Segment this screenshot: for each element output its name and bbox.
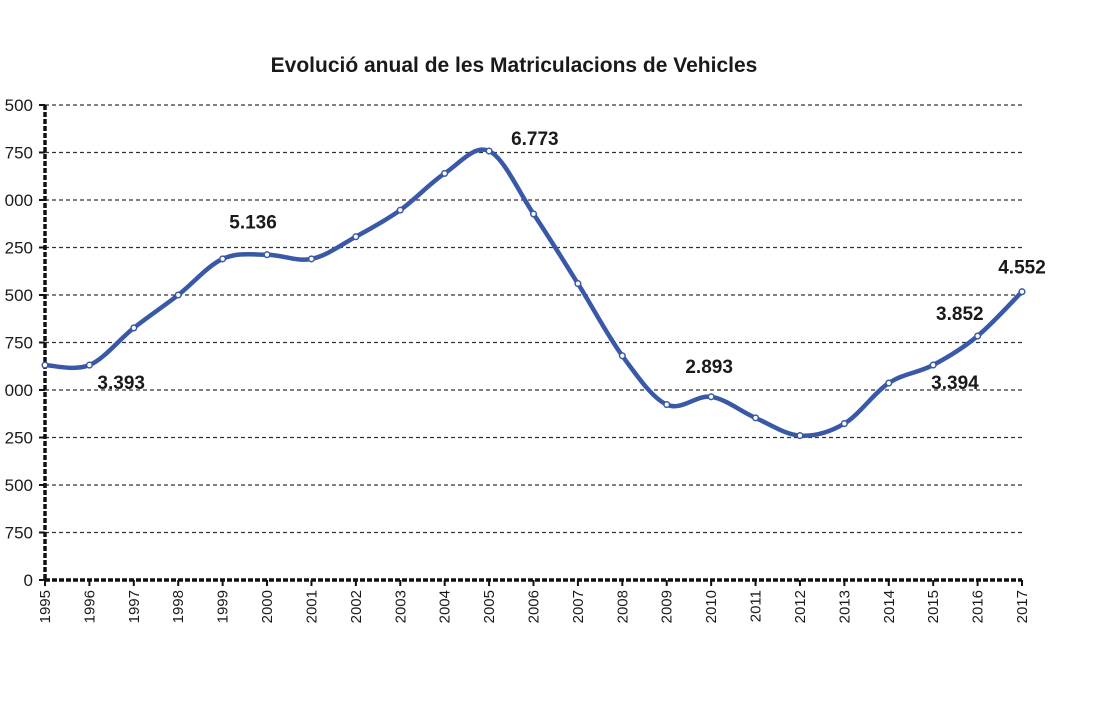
x-tick-label: 2010 — [703, 590, 720, 623]
data-point — [174, 291, 182, 299]
data-point — [840, 420, 848, 428]
x-tick-label: 2015 — [925, 590, 942, 623]
x-tick-labels: 1995 1996 1997 1998 1999 2000 2001 2002 2003 2004… — [37, 590, 1031, 623]
y-tick-label: 500 — [5, 476, 33, 495]
data-point — [707, 393, 715, 401]
x-tick-label: 2006 — [526, 590, 543, 623]
data-point — [352, 233, 360, 241]
data-point — [796, 432, 804, 440]
x-tick-label: 1995 — [37, 590, 54, 623]
y-tick-labels: 0 750 500 250 000 750 500 250 000 750 500 — [5, 96, 33, 590]
data-point — [263, 251, 271, 259]
y-tick-label: 000 — [5, 381, 33, 400]
series-line — [42, 147, 1025, 438]
x-tick-label: 2000 — [259, 590, 276, 623]
x-tick-label: 2002 — [348, 590, 365, 623]
data-point — [485, 147, 493, 155]
data-label: 3.852 — [936, 304, 984, 325]
data-point — [574, 280, 582, 288]
x-tick-label: 2005 — [481, 590, 498, 623]
y-tick-label: 0 — [24, 571, 33, 590]
data-point — [219, 255, 227, 263]
data-point — [130, 324, 138, 332]
chart-title: Evolució anual de les Matriculacions de … — [271, 54, 758, 77]
y-tick-label: 000 — [5, 191, 33, 210]
axes — [39, 104, 1023, 586]
x-tick-label: 2016 — [970, 590, 987, 623]
data-label: 3.393 — [97, 373, 145, 394]
y-tick-label: 500 — [5, 286, 33, 305]
x-tick-label: 2004 — [437, 590, 454, 623]
data-point — [85, 361, 93, 369]
data-point — [529, 210, 538, 218]
data-point — [751, 414, 760, 422]
x-tick-label: 2009 — [659, 590, 676, 623]
data-label: 2.893 — [685, 357, 733, 378]
data-point — [41, 361, 49, 369]
x-tick-label: 1997 — [126, 590, 143, 623]
x-tick-label: 1999 — [215, 590, 232, 623]
data-point — [663, 401, 671, 409]
data-point — [441, 169, 449, 177]
gridlines — [45, 104, 1022, 534]
data-point — [307, 255, 316, 263]
x-tick-label: 2008 — [614, 590, 631, 623]
x-tick-label: 2007 — [570, 590, 587, 623]
y-tick-label: 750 — [5, 334, 33, 353]
x-tick-label: 2001 — [303, 590, 320, 623]
data-point — [618, 352, 626, 360]
x-tick-label: 2017 — [1014, 590, 1031, 623]
data-label: 5.136 — [229, 213, 277, 234]
y-tick-label: 500 — [5, 96, 33, 115]
y-tick-label: 250 — [5, 239, 33, 258]
data-point — [929, 361, 937, 369]
data-label: 6.773 — [511, 129, 559, 150]
data-labels: 3.393 5.136 6.773 2.893 3.394 3.852 4.552 — [97, 129, 1045, 394]
data-label: 4.552 — [998, 258, 1046, 279]
x-tick-label: 2013 — [836, 590, 853, 623]
data-point — [396, 206, 404, 214]
y-tick-label: 750 — [5, 524, 33, 543]
data-point — [885, 379, 893, 387]
x-tick-label: 2012 — [792, 590, 809, 623]
x-tick-label: 2014 — [881, 590, 898, 623]
x-tick-label: 2011 — [748, 590, 765, 622]
y-tick-label: 750 — [5, 144, 33, 163]
data-label: 3.394 — [931, 373, 979, 394]
x-tick-label: 1996 — [81, 590, 98, 623]
series-layer — [41, 147, 1026, 440]
x-tick-label: 1998 — [170, 590, 187, 623]
data-point — [1018, 288, 1026, 296]
data-point — [974, 332, 982, 340]
y-tick-label: 250 — [5, 429, 33, 448]
x-tick-label: 2003 — [392, 590, 409, 623]
